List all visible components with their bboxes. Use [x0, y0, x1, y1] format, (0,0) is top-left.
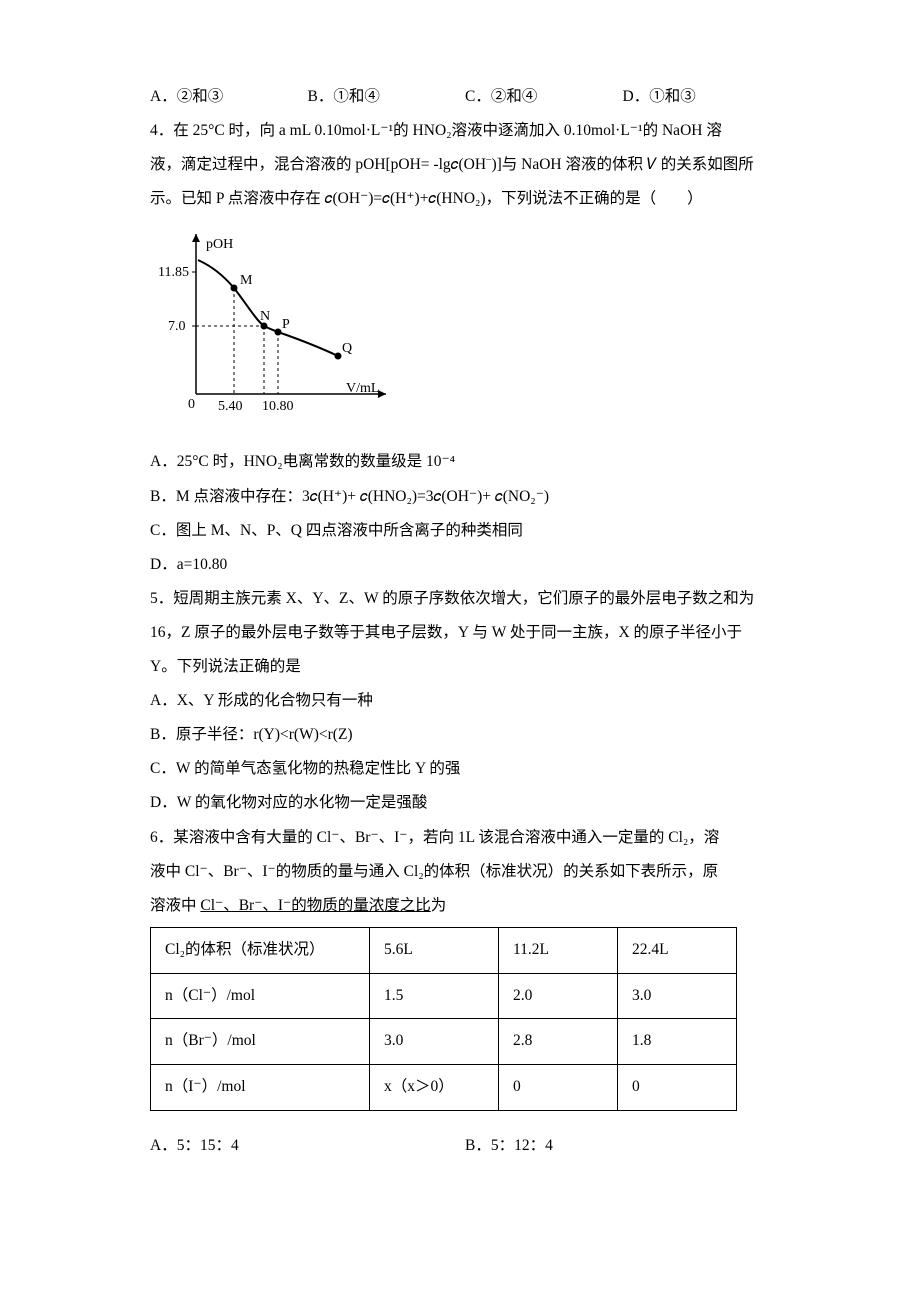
table-cell: 2.8 — [499, 1019, 618, 1065]
q3-option-b: B．①和④ — [308, 80, 466, 114]
q6-stem-line3-underline: Cl⁻、Br⁻、I⁻的物质的量浓度之比 — [200, 897, 430, 914]
table-cell: n（Br⁻）/mol — [151, 1019, 370, 1065]
q4-chart: pOH 11.85 7.0 5.40 10.80 V/mL 0 M N P — [156, 224, 780, 437]
q6-stem-line2: 液中 Cl⁻、Br⁻、I⁻的物质的量与通入 Cl₂的体积（标准状况）的关系如下表… — [150, 855, 780, 889]
q6-option-b: B．5：12：4 — [465, 1129, 780, 1163]
q5-option-a: A．X、Y 形成的化合物只有一种 — [150, 684, 780, 718]
q3-option-c: C．②和④ — [465, 80, 623, 114]
q4-option-c: C．图上 M、N、P、Q 四点溶液中所含离子的种类相同 — [150, 514, 780, 548]
q5-stem-line3: Y。下列说法正确的是 — [150, 650, 780, 684]
table-cell: 0 — [618, 1065, 737, 1111]
q6-stem-line3: 溶液中 Cl⁻、Br⁻、I⁻的物质的量浓度之比为 — [150, 889, 780, 923]
table-cell: 22.4L — [618, 927, 737, 973]
document-page: A．②和③ B．①和④ C．②和④ D．①和③ 4．在 25°C 时，向 a m… — [0, 0, 920, 1223]
q3-option-d: D．①和③ — [623, 80, 781, 114]
y-tick-7: 7.0 — [168, 319, 186, 334]
table-cell: 5.6L — [370, 927, 499, 973]
origin-label: 0 — [188, 397, 195, 412]
q4-stem-line2: 液，滴定过程中，混合溶液的 pOH[pOH= -lg𝑐(OH⁻)]与 NaOH … — [150, 148, 780, 182]
q5-stem-line2: 16，Z 原子的最外层电子数等于其电子层数，Y 与 W 处于同一主族，X 的原子… — [150, 616, 780, 650]
label-n: N — [260, 309, 270, 324]
table-cell: 11.2L — [499, 927, 618, 973]
q6-stem-line1: 6．某溶液中含有大量的 Cl⁻、Br⁻、I⁻，若向 1L 该混合溶液中通入一定量… — [150, 821, 780, 855]
table-cell: 3.0 — [370, 1019, 499, 1065]
x-axis-label: V/mL — [346, 381, 379, 396]
y-axis-label: pOH — [206, 237, 233, 252]
q6-table: Cl₂的体积（标准状况） 5.6L 11.2L 22.4L n（Cl⁻）/mol… — [150, 927, 737, 1111]
q4-stem-line1: 4．在 25°C 时，向 a mL 0.10mol·L⁻¹的 HNO₂溶液中逐滴… — [150, 114, 780, 148]
point-m — [231, 285, 238, 292]
q5-option-b: B．原子半径：r(Y)<r(W)<r(Z) — [150, 718, 780, 752]
q4-option-b: B．M 点溶液中存在：3𝑐(H⁺)+ 𝑐(HNO₂)=3𝑐(OH⁻)+ 𝑐(NO… — [150, 480, 780, 514]
q3-options: A．②和③ B．①和④ C．②和④ D．①和③ — [150, 80, 780, 114]
y-axis-arrow — [192, 234, 200, 242]
label-m: M — [240, 273, 253, 288]
curve-path — [198, 260, 338, 356]
table-cell: 1.5 — [370, 973, 499, 1019]
q6-stem-line3-suffix: 为 — [431, 897, 447, 914]
table-cell: 0 — [499, 1065, 618, 1111]
table-cell: n（I⁻）/mol — [151, 1065, 370, 1111]
q3-option-a: A．②和③ — [150, 80, 308, 114]
table-row: Cl₂的体积（标准状况） 5.6L 11.2L 22.4L — [151, 927, 737, 973]
q4-option-a: A．25°C 时，HNO₂电离常数的数量级是 10⁻⁴ — [150, 445, 780, 479]
q4-option-d: D．a=10.80 — [150, 548, 780, 582]
label-q: Q — [342, 341, 352, 356]
table-row: n（Cl⁻）/mol 1.5 2.0 3.0 — [151, 973, 737, 1019]
table-cell: x（x＞0） — [370, 1065, 499, 1111]
q6-option-a: A．5：15：4 — [150, 1129, 465, 1163]
point-p — [275, 329, 282, 336]
table-cell: n（Cl⁻）/mol — [151, 973, 370, 1019]
table-row: n（I⁻）/mol x（x＞0） 0 0 — [151, 1065, 737, 1111]
poh-curve-svg: pOH 11.85 7.0 5.40 10.80 V/mL 0 M N P — [156, 224, 406, 424]
table-cell: 3.0 — [618, 973, 737, 1019]
table-row: n（Br⁻）/mol 3.0 2.8 1.8 — [151, 1019, 737, 1065]
y-tick-1185: 11.85 — [158, 265, 189, 280]
table-cell: 2.0 — [499, 973, 618, 1019]
table-cell: Cl₂的体积（标准状况） — [151, 927, 370, 973]
point-q — [335, 353, 342, 360]
q6-options: A．5：15：4 B．5：12：4 — [150, 1129, 780, 1163]
q4-stem-line3: 示。已知 P 点溶液中存在 𝑐(OH⁻)=𝑐(H⁺)+𝑐(HNO₂)，下列说法不… — [150, 182, 780, 216]
table-cell: 1.8 — [618, 1019, 737, 1065]
q5-option-d: D．W 的氧化物对应的水化物一定是强酸 — [150, 786, 780, 820]
label-p: P — [282, 317, 290, 332]
q5-option-c: C．W 的简单气态氢化物的热稳定性比 Y 的强 — [150, 752, 780, 786]
x-tick-540: 5.40 — [218, 399, 243, 414]
q6-stem-line3-prefix: 溶液中 — [150, 897, 200, 914]
q5-stem-line1: 5．短周期主族元素 X、Y、Z、W 的原子序数依次增大，它们原子的最外层电子数之… — [150, 582, 780, 616]
x-tick-1080: 10.80 — [262, 399, 294, 414]
